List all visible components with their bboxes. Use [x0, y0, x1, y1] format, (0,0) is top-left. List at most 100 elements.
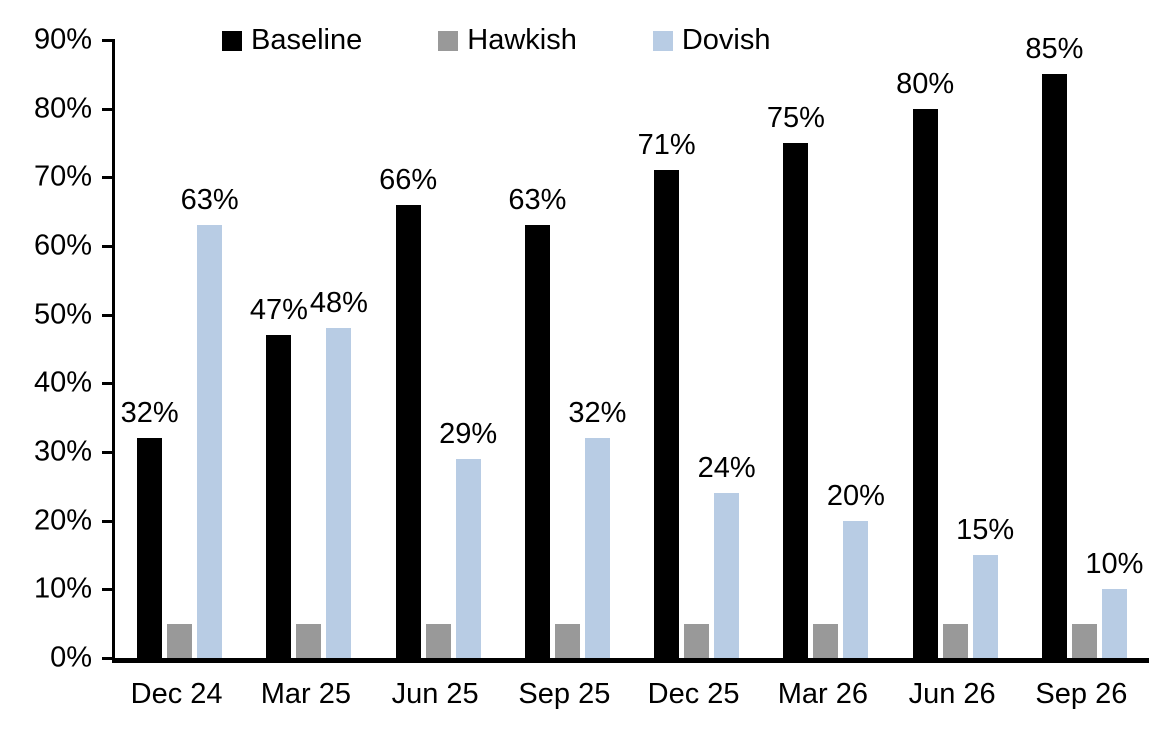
barwrap-hawkish [167, 40, 193, 658]
bar-value-label: 48% [309, 287, 368, 320]
y-tick-label: 60% [33, 229, 92, 262]
legend-item-baseline: Baseline [222, 26, 362, 55]
bar-value-label: 20% [826, 479, 885, 512]
legend-label: Dovish [681, 24, 771, 56]
y-tick-label: 30% [33, 435, 92, 468]
bar-baseline [266, 335, 292, 658]
bar-value-label: 63% [508, 184, 567, 217]
y-tick-label: 10% [33, 572, 92, 605]
barwrap-dovish: 20% [827, 40, 885, 658]
bar-baseline [524, 225, 550, 658]
y-axis-tick [102, 244, 115, 248]
barwrap-baseline: 66% [379, 40, 437, 658]
legend-item-hawkish: Hawkish [438, 26, 577, 55]
bar-dovish [326, 328, 352, 658]
plot-area: 32% 63% 47% 48% 66% 29% 63% 32% 71% 24% 75% 20% 80% 1… [102, 35, 1149, 663]
barwrap-hawkish [942, 40, 968, 658]
x-axis-label: Mar 25 [260, 678, 351, 710]
bar-value-label: 63% [180, 184, 239, 217]
chart-legend: Baseline Hawkish Dovish [222, 26, 771, 55]
y-axis-tick [102, 39, 115, 42]
y-tick-label: 0% [50, 641, 92, 674]
bar-group-jun-25: 66% 29% [374, 40, 503, 658]
barwrap-baseline: 75% [767, 40, 825, 658]
barwrap-dovish: 15% [956, 40, 1014, 658]
y-axis-tick [102, 519, 115, 523]
x-axis-label: Dec 24 [130, 678, 223, 710]
barwrap-hawkish [684, 40, 710, 658]
bar-value-label: 15% [956, 514, 1015, 547]
bar-group-sep-26: 85% 10% [1020, 35, 1149, 658]
barwrap-dovish: 63% [181, 40, 239, 658]
x-axis-labels: Dec 24 Mar 25 Jun 25 Sep 25 Dec 25 Mar 26 Jun … [112, 680, 1146, 709]
x-axis-label: Mar 26 [777, 678, 868, 710]
x-axis-label: Jun 25 [391, 678, 479, 710]
barwrap-hawkish [1071, 40, 1097, 658]
bar-value-label: 47% [249, 294, 308, 327]
legend-swatch-icon [652, 30, 673, 51]
bar-value-label: 80% [896, 67, 955, 100]
y-tick-label: 90% [33, 23, 92, 56]
barwrap-baseline: 47% [250, 40, 308, 658]
bar-group-dec-24: 32% 63% [115, 40, 244, 658]
bar-value-label: 32% [120, 397, 179, 430]
legend-item-dovish: Dovish [652, 24, 771, 56]
bar-group-sep-25: 63% 32% [503, 40, 632, 658]
y-tick-label: 40% [33, 366, 92, 399]
bar-baseline [912, 108, 938, 658]
y-axis-tick [102, 313, 115, 317]
y-axis-labels: 0% 10% 20% 30% 40% 50% 60% 70% 80% 90% [0, 25, 92, 672]
y-axis-tick [102, 382, 115, 386]
x-axis-label: Jun 26 [908, 678, 996, 710]
bar-hawkish [167, 623, 193, 658]
bar-hawkish [1071, 623, 1097, 658]
barwrap-baseline: 32% [121, 40, 179, 658]
bar-value-label: 10% [1085, 548, 1144, 581]
bar-dovish [1101, 589, 1127, 658]
barwrap-dovish: 32% [568, 40, 626, 658]
legend-swatch-icon [222, 30, 242, 51]
bar-hawkish [942, 623, 968, 658]
bar-hawkish [554, 623, 580, 658]
bar-value-label: 24% [697, 452, 756, 485]
bar-dovish [714, 493, 740, 658]
bar-hawkish [296, 623, 322, 658]
bar-baseline [654, 170, 680, 658]
barwrap-baseline: 85% [1025, 35, 1083, 658]
bar-value-label: 29% [439, 417, 498, 450]
legend-swatch-icon [438, 30, 459, 51]
legend-label: Hawkish [467, 24, 577, 56]
barwrap-dovish: 29% [439, 40, 497, 658]
bar-value-label: 85% [1025, 33, 1084, 66]
barwrap-dovish: 48% [310, 40, 368, 658]
bar-baseline [1041, 74, 1067, 658]
y-tick-label: 50% [33, 298, 92, 331]
bar-baseline [137, 438, 163, 658]
barwrap-hawkish [296, 40, 322, 658]
bar-dovish [972, 555, 998, 658]
barwrap-baseline: 80% [896, 40, 954, 658]
bar-baseline [395, 204, 421, 658]
bar-group-mar-26: 75% 20% [761, 40, 890, 658]
bar-group-dec-25: 71% 24% [632, 40, 761, 658]
bar-dovish [843, 520, 869, 658]
bar-group-mar-25: 47% 48% [244, 40, 373, 658]
bar-dovish [584, 438, 610, 658]
y-axis-tick [102, 107, 115, 111]
y-axis-tick [102, 588, 115, 592]
barwrap-hawkish [425, 40, 451, 658]
y-axis-tick [102, 657, 115, 660]
bar-hawkish [425, 623, 451, 658]
y-axis-tick [102, 176, 115, 180]
x-axis-label: Sep 25 [518, 678, 611, 710]
barwrap-dovish: 24% [698, 40, 756, 658]
x-axis-label: Sep 26 [1035, 678, 1128, 710]
bar-value-label: 75% [766, 102, 825, 134]
bar-baseline [783, 143, 809, 658]
bar-value-label: 66% [379, 163, 438, 196]
bar-dovish [455, 458, 481, 658]
bar-value-label: 71% [637, 129, 696, 162]
bar-hawkish [684, 623, 710, 658]
bar-dovish [197, 225, 223, 658]
